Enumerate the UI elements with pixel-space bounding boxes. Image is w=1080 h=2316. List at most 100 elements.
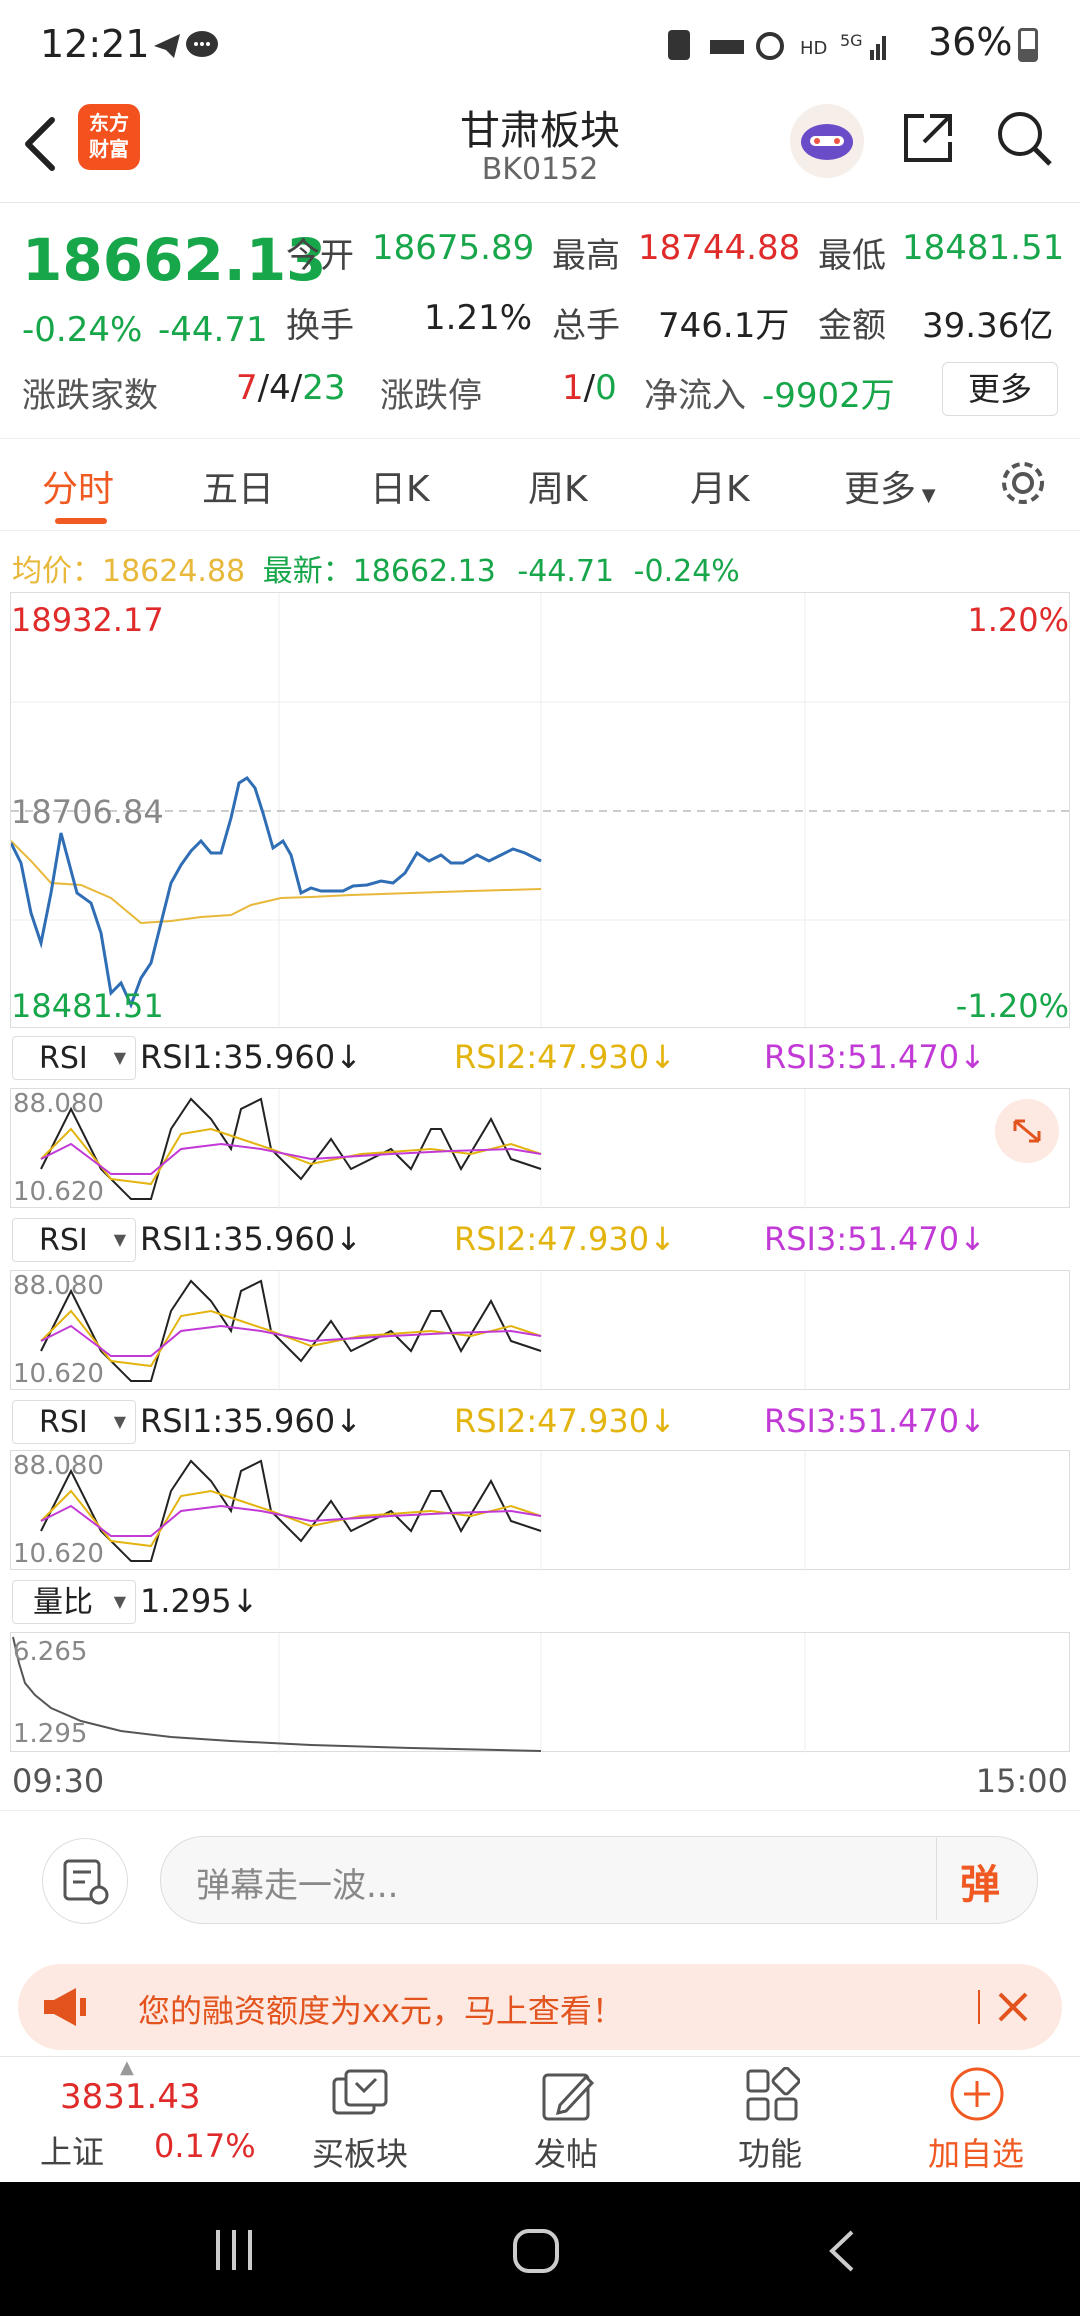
quote-panel: 18662.13 -0.24% -44.71 今开 18675.89 最高 18… — [0, 202, 1080, 439]
rsi-max-3: 88.080 — [13, 1451, 104, 1481]
telegram-icon — [150, 28, 220, 66]
tab-daily-k[interactable]: 日K — [370, 469, 430, 510]
inflow-value: -9902万 — [762, 376, 895, 416]
amount-label: 金额 — [818, 306, 886, 346]
indicator-select-2[interactable]: RSI ▼ — [12, 1218, 136, 1262]
change-amount: -44.71 — [158, 310, 268, 350]
share-icon[interactable] — [898, 108, 958, 172]
settings-gear-icon[interactable] — [996, 456, 1050, 514]
volume-ratio-chart[interactable]: 6.265 1.295 — [10, 1632, 1070, 1753]
index-name[interactable]: 上证 — [40, 2133, 105, 2171]
current-price: 18662.13 — [22, 226, 327, 294]
latest-value: 18662.13 — [352, 554, 496, 589]
price-line — [11, 776, 542, 1009]
volume-value: 746.1万 — [658, 306, 790, 346]
rsi3-value-3: RSI3:51.470↓ — [764, 1402, 986, 1440]
latest-label: 最新： — [262, 554, 353, 589]
sector-code: BK0152 — [481, 152, 599, 187]
rsi2-value-1: RSI2:47.930↓ — [454, 1038, 676, 1076]
rsi1-value-3: RSI1:35.960↓ — [140, 1402, 362, 1440]
post-icon[interactable] — [538, 2065, 598, 2129]
volume-ratio-value: 1.295↓ — [140, 1582, 259, 1620]
danmaku-placeholder: 弹幕走一波... — [196, 1866, 399, 1906]
rsi1-value-1: RSI1:35.960↓ — [140, 1038, 362, 1076]
tab-weekly-k[interactable]: 周K — [528, 469, 588, 510]
buy-sector-icon[interactable] — [326, 2065, 396, 2129]
tab-five-day[interactable]: 五日 — [202, 469, 275, 510]
high-value: 18744.88 — [638, 228, 801, 268]
rsi-min-3: 10.620 — [13, 1539, 104, 1569]
status-bar: 12:21 HD 5G 36% — [0, 0, 1080, 90]
indicator-name-1: RSI — [12, 1036, 136, 1080]
avg-price-line — [11, 840, 542, 925]
chart-top-percent: 1.20% — [967, 601, 1069, 639]
intraday-chart[interactable]: 18932.17 1.20% 18706.84 18481.51 -1.20% — [10, 592, 1071, 1029]
banner-text: 您的融资额度为xx元，马上查看！ — [138, 1992, 624, 2030]
indicator-select-3[interactable]: RSI ▼ — [12, 1400, 136, 1444]
assistant-avatar-icon[interactable] — [790, 104, 864, 178]
intraday-chart-svg — [11, 593, 1071, 1029]
close-icon[interactable] — [994, 1988, 1032, 2030]
banner-divider — [978, 1990, 980, 2024]
danmaku-input[interactable] — [160, 1836, 1038, 1924]
nav-post[interactable]: 发帖 — [534, 2135, 599, 2173]
tab-monthly-k[interactable]: 月K — [690, 469, 750, 510]
volume-ratio-name: 量比 — [12, 1580, 136, 1624]
svg-text:5G: 5G — [840, 31, 863, 50]
limit-values: 1/0 — [562, 368, 617, 408]
latest-percent: -0.24% — [633, 554, 740, 589]
expand-up-icon[interactable]: ▲ — [120, 2057, 134, 2078]
avg-value: 18624.88 — [102, 554, 246, 589]
comment-settings-icon[interactable] — [42, 1838, 128, 1924]
back-icon[interactable] — [20, 114, 60, 174]
avg-label: 均价： — [12, 554, 102, 589]
recent-apps-icon[interactable] — [212, 2228, 258, 2276]
add-favorite-icon[interactable] — [948, 2065, 1006, 2127]
nav-buy-sector[interactable]: 买板块 — [312, 2135, 409, 2173]
chart-mid-price: 18706.84 — [11, 793, 164, 831]
page-title: 甘肃板块 — [460, 108, 620, 154]
index-value[interactable]: 3831.43 — [60, 2077, 201, 2117]
change-percent: -0.24% — [22, 310, 143, 350]
rsi-min-1: 10.620 — [13, 1177, 104, 1207]
input-divider — [936, 1838, 937, 1920]
rsi-chart-3[interactable]: 88.080 10.620 — [10, 1450, 1070, 1571]
index-percent[interactable]: 0.17% — [154, 2127, 256, 2165]
nav-functions[interactable]: 功能 — [738, 2135, 803, 2173]
header: 东方 财富 甘肃板块 BK0152 — [0, 90, 1080, 203]
volume-ratio-select[interactable]: 量比 ▼ — [12, 1580, 136, 1624]
chart-bottom-price: 18481.51 — [11, 987, 164, 1025]
low-value: 18481.51 — [902, 228, 1065, 268]
rsi3-value-1: RSI3:51.470↓ — [764, 1038, 986, 1076]
app-logo[interactable]: 东方 财富 — [78, 104, 140, 170]
promo-banner[interactable] — [18, 1964, 1062, 2050]
rsi-chart-1[interactable]: 88.080 10.620 — [10, 1088, 1070, 1209]
volume-ratio-max: 6.265 — [13, 1637, 88, 1667]
divider — [0, 1810, 1080, 1811]
rsi-max-2: 88.080 — [13, 1271, 104, 1301]
more-button[interactable]: 更多 — [942, 362, 1058, 416]
tab-more[interactable]: 更多 ▼ — [844, 469, 936, 510]
chart-bottom-percent: -1.20% — [955, 987, 1069, 1025]
updown-label: 涨跌家数 — [22, 376, 158, 416]
time-start: 09:30 — [12, 1762, 105, 1800]
tab-intraday[interactable]: 分时 — [42, 469, 115, 510]
rsi3-value-2: RSI3:51.470↓ — [764, 1220, 986, 1258]
rsi-min-2: 10.620 — [13, 1359, 104, 1389]
indicator-name-2: RSI — [12, 1218, 136, 1262]
expand-icon[interactable] — [995, 1099, 1059, 1163]
search-icon[interactable] — [994, 108, 1054, 172]
functions-icon[interactable] — [744, 2066, 801, 2127]
nav-add-favorite[interactable]: 加自选 — [928, 2135, 1025, 2173]
home-icon[interactable] — [512, 2228, 560, 2278]
rsi-chart-2[interactable]: 88.080 10.620 — [10, 1270, 1070, 1391]
megaphone-icon — [40, 1984, 90, 2034]
indicator-select-1[interactable]: RSI ▼ — [12, 1036, 136, 1080]
inflow-label: 净流入 — [644, 376, 746, 416]
time-end: 15:00 — [975, 1762, 1068, 1800]
back-nav-icon[interactable] — [822, 2228, 862, 2278]
danmaku-send-button[interactable]: 弹 — [960, 1862, 1000, 1908]
latest-change: -44.71 — [517, 554, 615, 589]
rsi-max-1: 88.080 — [13, 1089, 104, 1119]
open-label: 今开 — [286, 236, 354, 276]
